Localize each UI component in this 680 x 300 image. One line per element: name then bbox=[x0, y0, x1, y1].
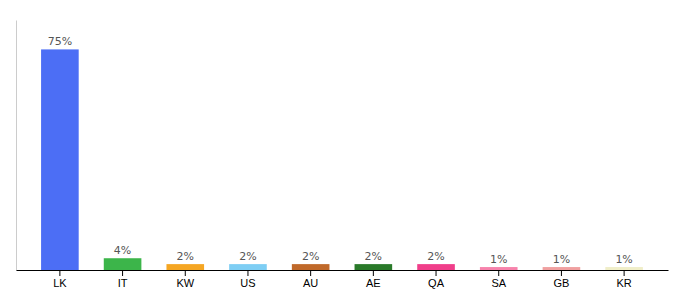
x-tick-mark bbox=[185, 270, 186, 276]
x-tick-mark bbox=[561, 270, 562, 276]
x-tick-label: KR bbox=[616, 277, 631, 289]
data-label: 2% bbox=[427, 250, 444, 263]
bar bbox=[229, 264, 267, 270]
bar bbox=[292, 264, 330, 270]
y-axis bbox=[16, 21, 17, 271]
data-label: 4% bbox=[114, 244, 131, 257]
x-tick-mark bbox=[498, 270, 499, 276]
data-label: 2% bbox=[177, 250, 194, 263]
x-tick: LK bbox=[53, 270, 67, 289]
bar bbox=[41, 49, 79, 270]
bar bbox=[104, 258, 142, 270]
x-axis-line bbox=[17, 270, 669, 271]
x-axis: LK IT KW US AU AE QA SA GB KR bbox=[17, 270, 669, 289]
data-label: 1% bbox=[553, 253, 570, 266]
x-tick-label: QA bbox=[428, 277, 445, 289]
x-tick-mark bbox=[310, 270, 311, 276]
x-tick-mark bbox=[59, 270, 60, 276]
data-label: 1% bbox=[615, 253, 632, 266]
x-tick-label: US bbox=[240, 277, 255, 289]
data-label: 2% bbox=[365, 250, 382, 263]
x-tick: AU bbox=[303, 270, 318, 289]
x-tick-label: AE bbox=[366, 277, 381, 289]
x-tick: QA bbox=[428, 270, 445, 289]
x-tick: IT bbox=[118, 270, 128, 289]
x-tick-label: LK bbox=[53, 277, 67, 289]
x-tick: KW bbox=[176, 270, 194, 289]
bar bbox=[480, 267, 518, 270]
y-axis-line bbox=[16, 21, 17, 271]
data-labels: 75% 4% 2% 2% 2% 2% 2% 1% 1% 1% bbox=[48, 35, 633, 266]
x-tick-mark bbox=[624, 270, 625, 276]
bar bbox=[417, 264, 455, 270]
x-tick-label: AU bbox=[303, 277, 318, 289]
x-tick: AE bbox=[366, 270, 381, 289]
data-label: 75% bbox=[48, 35, 72, 48]
bars bbox=[41, 49, 643, 270]
x-tick-mark bbox=[373, 270, 374, 276]
bar bbox=[355, 264, 393, 270]
data-label: 2% bbox=[239, 250, 256, 263]
bar bbox=[605, 267, 643, 270]
x-tick-label: SA bbox=[491, 277, 506, 289]
x-tick: SA bbox=[491, 270, 506, 289]
x-tick-label: GB bbox=[553, 277, 569, 289]
x-tick-mark bbox=[436, 270, 437, 276]
x-tick: US bbox=[240, 270, 255, 289]
bar bbox=[543, 267, 581, 270]
data-label: 1% bbox=[490, 253, 507, 266]
x-tick: GB bbox=[553, 270, 569, 289]
x-tick-label: IT bbox=[118, 277, 128, 289]
x-tick-mark bbox=[122, 270, 123, 276]
x-tick-label: KW bbox=[176, 277, 194, 289]
bar bbox=[166, 264, 204, 270]
data-label: 2% bbox=[302, 250, 319, 263]
x-tick: KR bbox=[616, 270, 631, 289]
chart: LK IT KW US AU AE QA SA GB KR 75% 4% 2% 2% 2% 2% 2% 1% 1% 1… bbox=[0, 0, 680, 300]
plot: LK IT KW US AU AE QA SA GB KR 75% 4% 2% 2% 2% 2% 2% 1% 1% 1… bbox=[17, 21, 669, 289]
x-tick-mark bbox=[247, 270, 248, 276]
